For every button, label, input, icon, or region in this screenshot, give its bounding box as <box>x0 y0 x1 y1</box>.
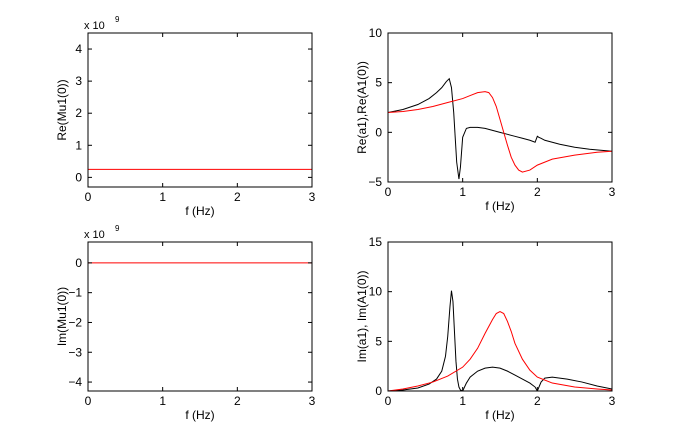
y-tick-label: −2 <box>68 315 82 329</box>
y-tick-label: −3 <box>68 345 82 359</box>
y-tick-label: 3 <box>75 74 82 88</box>
axis-exponent-power: 9 <box>115 224 120 233</box>
y-axis-label: Re(a1),Re(A1(0)) <box>355 61 369 154</box>
x-tick-label: 0 <box>385 185 392 199</box>
chart-1: 0 1 2 3 0 1 2 3 4 f (Hz) Re(Mu1(0)) x 10 9 <box>55 15 316 218</box>
x-tick-label: 1 <box>459 185 466 199</box>
x-axis-label: f (Hz) <box>185 408 214 422</box>
x-tick-label: 1 <box>159 394 166 408</box>
x-axis-label: f (Hz) <box>485 199 514 213</box>
x-tick-label: 3 <box>309 190 316 204</box>
series-line-1 <box>388 77 612 180</box>
series-line-1 <box>388 290 612 391</box>
y-tick-label: 0 <box>75 256 82 270</box>
y-tick-label: −1 <box>68 286 82 300</box>
y-axis-label: Im(a1), Im(A1(0)) <box>355 270 369 362</box>
y-tick-label: 0 <box>75 170 82 184</box>
y-tick-label: 5 <box>375 76 382 90</box>
y-tick-label: 10 <box>369 26 383 40</box>
x-tick-label: 2 <box>234 190 241 204</box>
y-tick-label: −5 <box>368 175 382 189</box>
x-tick-label: 0 <box>85 190 92 204</box>
y-tick-label: 0 <box>375 125 382 139</box>
x-tick-label: 3 <box>609 185 616 199</box>
series-line-2 <box>388 310 612 391</box>
y-tick-label: 5 <box>375 334 382 348</box>
x-tick-label: 0 <box>385 394 392 408</box>
y-tick-label: 10 <box>369 285 383 299</box>
y-tick-label: 1 <box>75 138 82 152</box>
y-axis-label: Re(Mu1(0)) <box>55 79 69 140</box>
x-tick-label: 3 <box>609 394 616 408</box>
chart-4: 0 1 2 3 0 5 10 15 f (Hz) Im(a1), Im(A1(0)) <box>355 235 616 422</box>
y-tick-label: −4 <box>68 375 82 389</box>
axes-box <box>387 32 613 183</box>
x-axis-label: f (Hz) <box>485 408 514 422</box>
y-tick-label: 15 <box>369 235 383 249</box>
x-axis-label: f (Hz) <box>185 204 214 218</box>
y-tick-label: 4 <box>75 42 82 56</box>
y-tick-label: 2 <box>75 106 82 120</box>
x-tick-label: 2 <box>534 185 541 199</box>
x-tick-label: 1 <box>159 190 166 204</box>
x-tick-label: 2 <box>534 394 541 408</box>
axes-box <box>87 241 313 392</box>
axis-exponent-power: 9 <box>115 15 120 24</box>
axes-box <box>387 241 613 392</box>
x-tick-label: 3 <box>309 394 316 408</box>
y-axis-label: Im(Mu1(0)) <box>55 287 69 346</box>
x-tick-label: 2 <box>234 394 241 408</box>
chart-3: 0 1 2 3 −4 −3 −2 −1 0 f (Hz) Im(Mu1(0)) x 10 9 <box>55 224 316 422</box>
x-tick-label: 1 <box>459 394 466 408</box>
axis-exponent-label: x 10 <box>84 229 105 241</box>
x-tick-label: 0 <box>85 394 92 408</box>
axes-box <box>87 32 313 188</box>
y-tick-label: 0 <box>375 384 382 398</box>
series-line-2 <box>388 91 612 173</box>
axis-exponent-label: x 10 <box>84 20 105 32</box>
